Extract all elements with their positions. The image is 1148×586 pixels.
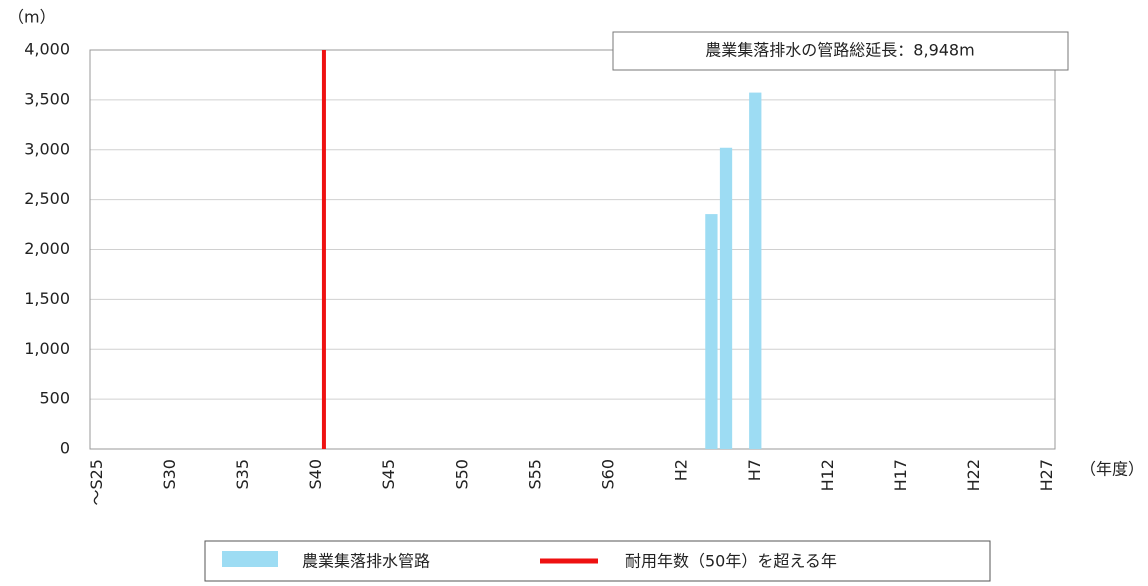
annotation-box [612,31,1069,71]
x-tick-label: S35 [233,459,252,490]
bar [749,92,762,449]
x-tick-label: H12 [818,459,837,491]
x-tick-label: S40 [306,459,325,490]
y-unit: （m） [8,8,56,27]
x-unit: （年度） [1080,460,1144,479]
y-tick-label: 3,500 [24,89,70,108]
x-tick-label: H17 [891,459,910,491]
x-tick-label: H22 [964,459,983,491]
x-tick-label: S50 [452,459,471,490]
x-tick-label: S55 [525,459,544,490]
x-tick-label: S60 [599,459,618,490]
y-tick-label: 2,500 [24,189,70,208]
bar [705,214,718,449]
y-tick-label: 4,000 [24,40,70,59]
bar [719,147,733,449]
y-tick-label: 500 [39,389,70,408]
annotation: 農業集落排水の管路総延長：8,948m [705,41,974,60]
plot-border [89,49,1056,450]
x-tick-label: H7 [745,459,764,481]
y-tick-label: 1,000 [24,339,70,358]
x-tick-label: S30 [160,459,179,490]
legend-swatch [222,551,278,567]
x-tick-label: S45 [379,459,398,490]
y-tick-label: 1,500 [24,289,70,308]
legend-label: 農業集落排水管路 [302,552,430,571]
legend-label: 耐用年数（50年）を超える年 [625,552,837,571]
y-tick-label: 0 [60,439,70,458]
x-tick-label: H27 [1037,459,1056,491]
x-tick-label: ～S25 [87,459,106,506]
y-tick-label: 2,000 [24,239,70,258]
y-tick-label: 3,000 [24,139,70,158]
x-tick-label: H2 [672,459,691,481]
